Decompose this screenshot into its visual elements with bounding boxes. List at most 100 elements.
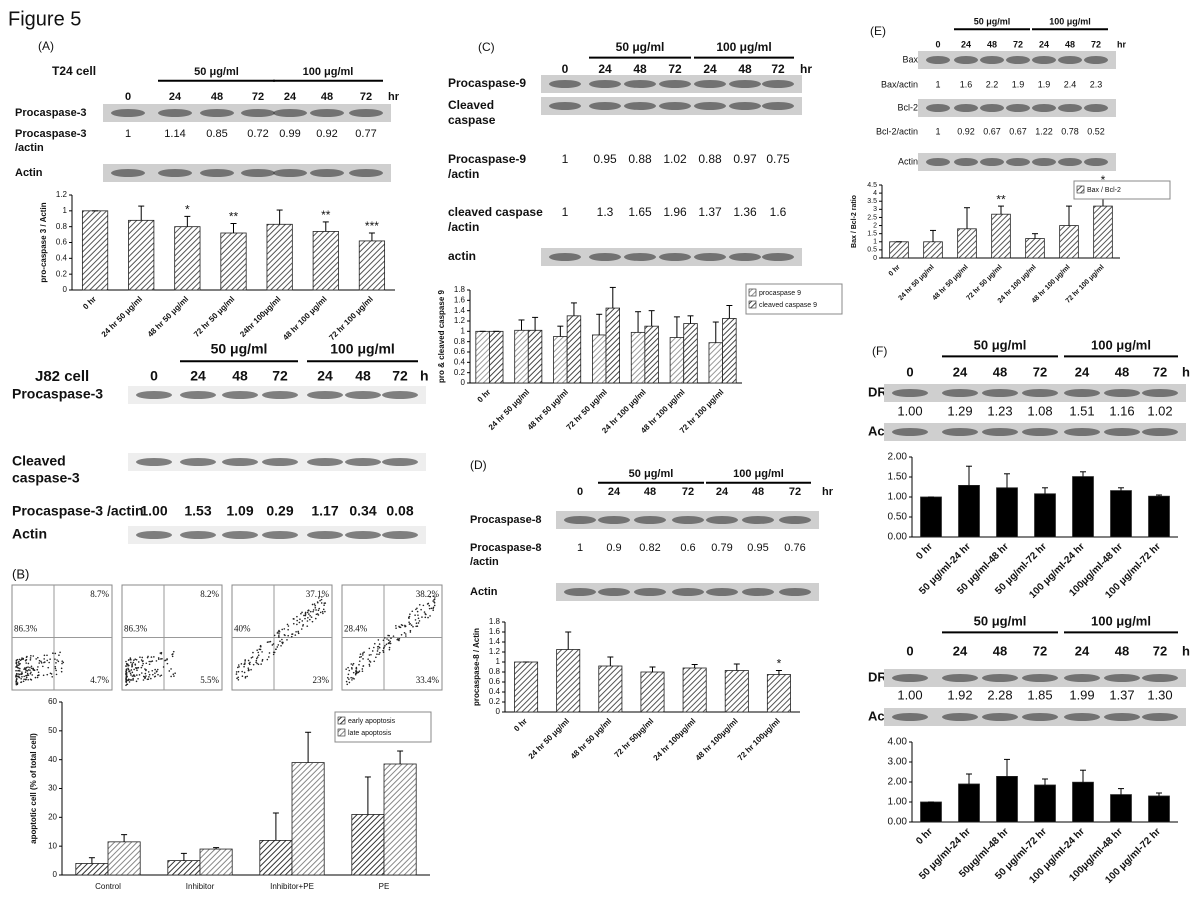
flow-event xyxy=(248,669,250,672)
flow-event xyxy=(135,667,137,669)
figure-title: Figure 5 xyxy=(8,8,81,30)
flow-event xyxy=(130,669,133,671)
y-axis-label: apoptotic cell (% of total cell) xyxy=(29,733,38,844)
x-tick-label: Inhibitor xyxy=(186,882,215,891)
blot-band xyxy=(672,588,704,596)
flow-event xyxy=(15,679,18,681)
flow-event xyxy=(154,672,156,674)
flow-event xyxy=(140,659,143,661)
time-label: 48 xyxy=(993,643,1007,658)
flow-event xyxy=(243,665,245,668)
x-tick-label: 0 hr xyxy=(476,388,493,405)
flow-event xyxy=(418,620,421,622)
time-label: 24 xyxy=(961,39,971,49)
flow-event xyxy=(375,656,377,659)
flow-event xyxy=(360,655,363,658)
flow-event xyxy=(352,662,355,665)
y-tick-label: 1.8 xyxy=(454,285,466,294)
row-label: /actin xyxy=(470,556,499,568)
row-label: Procaspase-3 xyxy=(15,107,87,119)
blot-band xyxy=(624,253,656,261)
panel-label: (E) xyxy=(870,24,886,38)
flow-event xyxy=(389,640,391,643)
error-bar xyxy=(532,316,539,331)
flow-event xyxy=(15,675,17,678)
flow-event xyxy=(420,608,422,611)
bar xyxy=(1034,493,1056,538)
quadrant-percent: 37.1% xyxy=(306,589,330,599)
flow-event xyxy=(314,617,317,620)
flow-event xyxy=(259,648,262,651)
flow-event xyxy=(410,624,413,626)
flow-event xyxy=(426,603,429,605)
blot-band xyxy=(222,391,258,399)
blot-band xyxy=(222,458,258,466)
y-tick-label: 0.50 xyxy=(888,512,908,523)
flow-event xyxy=(296,623,298,626)
flow-event xyxy=(272,643,275,645)
time-label: 48 xyxy=(738,62,752,76)
ratio-value: 0.92 xyxy=(316,128,337,140)
flow-event xyxy=(390,637,392,640)
blot-band xyxy=(982,428,1018,436)
flow-event xyxy=(296,619,298,622)
flow-event xyxy=(373,660,376,663)
flow-event xyxy=(401,624,404,627)
blot-band xyxy=(1032,56,1056,64)
flow-event xyxy=(314,606,317,609)
flow-event xyxy=(361,654,364,656)
flow-event xyxy=(416,625,419,627)
blot-band xyxy=(892,389,928,397)
flow-event xyxy=(151,660,154,662)
flow-event xyxy=(294,634,297,636)
flow-event xyxy=(304,611,307,614)
blot-band xyxy=(742,588,774,596)
blot-band xyxy=(634,588,666,596)
flow-event xyxy=(304,617,306,620)
x-tick-label: 72 hr 50 μg/ml xyxy=(192,295,236,339)
flow-event xyxy=(433,604,436,607)
flow-event xyxy=(29,669,31,671)
ratio-value: 2.3 xyxy=(1090,79,1103,89)
y-tick-label: 2.00 xyxy=(888,777,908,788)
ratio-value: 1.23 xyxy=(987,403,1012,418)
flow-event xyxy=(373,642,376,645)
time-label: 48 xyxy=(644,486,656,498)
flow-event xyxy=(247,667,250,669)
flow-event xyxy=(157,657,160,659)
x-tick-label: 72 hr 50 μg/ml xyxy=(965,264,1003,302)
flow-event xyxy=(320,602,323,604)
bar xyxy=(1148,495,1170,538)
time-label: 72 xyxy=(1013,39,1023,49)
error-bar xyxy=(966,773,972,784)
flow-event xyxy=(378,646,381,649)
flow-event xyxy=(20,673,23,676)
y-tick-label: 1.50 xyxy=(888,472,908,483)
ratio-value: 0.67 xyxy=(983,126,1001,136)
ratio-value: 1.99 xyxy=(1069,687,1094,702)
flow-event xyxy=(153,656,155,658)
error-bar xyxy=(1032,233,1038,239)
blot-band xyxy=(729,102,761,110)
error-bar xyxy=(1004,473,1010,488)
flow-event xyxy=(159,675,161,677)
y-tick-label: 1.2 xyxy=(454,316,466,325)
time-label: 72 xyxy=(1153,643,1167,658)
flow-event xyxy=(150,660,152,663)
flow-event xyxy=(416,607,418,610)
flow-event xyxy=(359,653,362,655)
flow-event xyxy=(314,604,317,607)
flow-event xyxy=(148,660,151,663)
blot-band xyxy=(954,56,978,64)
flow-event xyxy=(418,604,421,606)
flow-event xyxy=(279,640,281,642)
y-tick-label: 0.2 xyxy=(56,269,68,278)
flow-event xyxy=(36,668,39,671)
time-unit: hr xyxy=(822,486,834,498)
legend-box xyxy=(745,283,843,315)
flow-event xyxy=(379,651,381,654)
blot-band xyxy=(1104,428,1140,436)
flow-event xyxy=(17,667,20,669)
flow-event xyxy=(131,675,134,677)
blot-band xyxy=(200,109,234,117)
